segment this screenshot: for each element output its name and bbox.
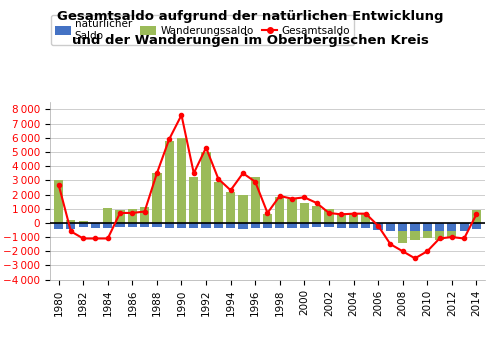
Bar — [164, 140, 174, 223]
Bar — [189, 177, 198, 223]
Bar — [398, 223, 407, 232]
Bar — [398, 223, 407, 243]
Bar — [386, 223, 395, 231]
Bar — [128, 209, 137, 223]
Text: Gesamtsaldo aufgrund der natürlichen Entwicklung: Gesamtsaldo aufgrund der natürlichen Ent… — [57, 10, 444, 23]
Bar — [336, 213, 346, 223]
Bar — [103, 208, 113, 223]
Bar — [177, 138, 186, 223]
Bar — [152, 223, 162, 227]
Bar — [116, 210, 124, 223]
Bar — [447, 223, 456, 232]
Bar — [472, 210, 481, 223]
Bar — [214, 182, 223, 223]
Bar — [422, 223, 432, 232]
Bar — [152, 173, 162, 223]
Bar — [263, 223, 272, 228]
Bar — [140, 207, 149, 223]
Bar — [435, 223, 444, 232]
Bar — [78, 221, 88, 223]
Bar — [324, 223, 334, 227]
Bar — [78, 223, 88, 227]
Bar — [288, 223, 296, 228]
Bar — [410, 223, 420, 232]
Bar — [54, 223, 63, 228]
Text: und der Wanderungen im Oberbergischen Kreis: und der Wanderungen im Oberbergischen Kr… — [72, 34, 428, 47]
Bar — [300, 223, 309, 228]
Bar — [472, 223, 481, 228]
Bar — [250, 177, 260, 223]
Bar — [91, 223, 100, 227]
Bar — [250, 223, 260, 228]
Bar — [91, 223, 100, 228]
Bar — [312, 223, 322, 227]
Bar — [238, 194, 248, 223]
Bar — [422, 223, 432, 238]
Bar — [386, 223, 395, 230]
Bar — [140, 223, 149, 227]
Bar — [275, 223, 284, 228]
Bar — [103, 223, 113, 228]
Bar — [66, 223, 76, 228]
Bar — [312, 206, 322, 223]
Bar — [164, 223, 174, 228]
Bar — [361, 214, 370, 223]
Bar — [324, 209, 334, 223]
Bar — [202, 152, 210, 223]
Bar — [374, 223, 382, 226]
Bar — [460, 223, 468, 230]
Bar — [202, 223, 210, 228]
Bar — [226, 223, 235, 228]
Bar — [288, 199, 296, 223]
Bar — [349, 214, 358, 223]
Bar — [435, 223, 444, 240]
Bar — [410, 223, 420, 240]
Bar — [54, 180, 63, 223]
Bar — [214, 223, 223, 228]
Bar — [238, 223, 248, 228]
Bar — [189, 223, 198, 228]
Legend: natürlicher
Saldo, Wanderungssaldo, Gesamtsaldo: natürlicher Saldo, Wanderungssaldo, Gesa… — [51, 15, 354, 45]
Bar — [128, 223, 137, 227]
Bar — [263, 214, 272, 223]
Bar — [361, 223, 370, 228]
Bar — [226, 192, 235, 223]
Bar — [300, 203, 309, 223]
Bar — [275, 197, 284, 223]
Bar — [460, 223, 468, 232]
Bar — [66, 220, 76, 223]
Bar — [374, 223, 382, 230]
Bar — [336, 223, 346, 228]
Bar — [349, 223, 358, 228]
Bar — [447, 223, 456, 238]
Bar — [177, 223, 186, 228]
Bar — [116, 223, 124, 227]
